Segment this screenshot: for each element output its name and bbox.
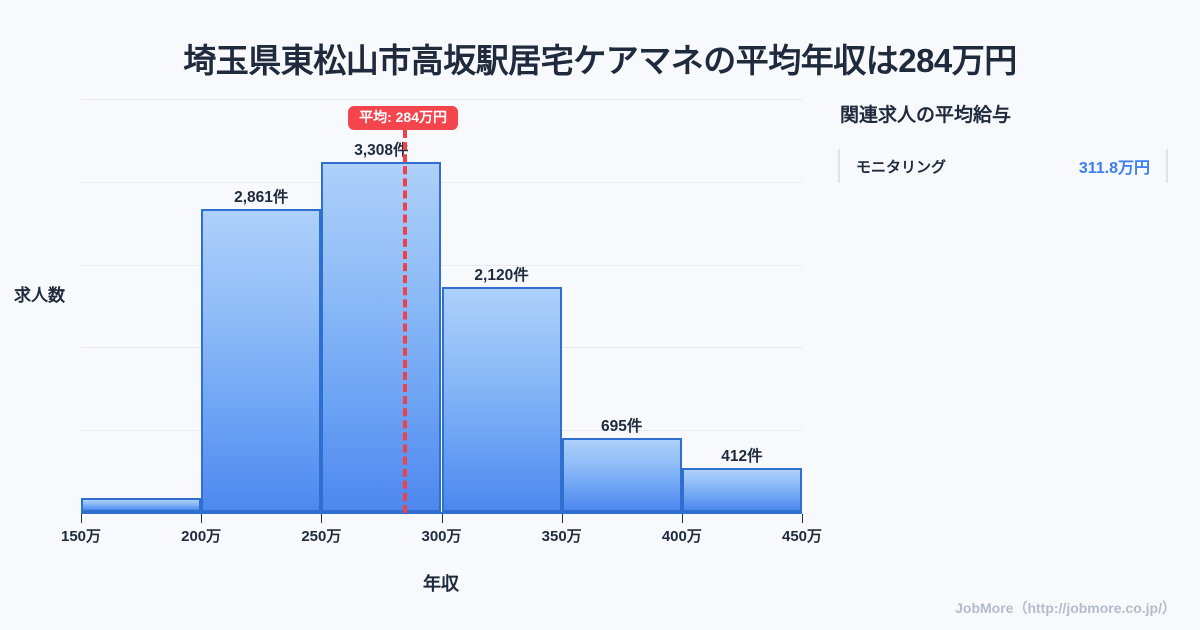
x-axis-tick: [321, 514, 323, 523]
gridline: [81, 99, 802, 100]
x-axis-tick-label: 200万: [181, 528, 222, 545]
bar-value-label: 2,861件: [234, 189, 289, 207]
bar-200万-250万: [201, 209, 322, 512]
average-line: [403, 130, 408, 513]
x-axis-tick-label: 250万: [301, 528, 342, 545]
bar-250万-300万: [321, 161, 442, 512]
x-axis-title: 年収: [423, 574, 459, 594]
related-salary-panel: 関連求人の平均給与 モニタリング 311.8万円: [838, 100, 1168, 183]
footer-credit: JobMore（http://jobmore.co.jp/）: [955, 600, 1176, 616]
axis-baseline: [81, 512, 802, 514]
bar-value-label: 3,308件: [354, 141, 409, 159]
x-axis-tick: [681, 514, 683, 523]
related-salary-value: 311.8万円: [1078, 160, 1150, 177]
y-axis-title: 求人数: [14, 286, 65, 305]
x-axis-tick-label: 300万: [421, 528, 462, 545]
x-axis-tick: [201, 514, 203, 523]
page-title: 埼玉県東松山市高坂駅居宅ケアマネの平均年収は284万円: [183, 42, 1017, 79]
x-axis-tick: [561, 514, 563, 523]
bar-value-label: 412件: [721, 448, 763, 466]
bar-150万-200万: [81, 498, 202, 512]
x-axis-tick-label: 400万: [661, 528, 702, 545]
x-axis-tick: [441, 514, 443, 523]
x-axis-tick: [802, 514, 803, 523]
related-salary-row[interactable]: モニタリング 311.8万円: [838, 149, 1168, 183]
bar-300万-350万: [441, 287, 562, 512]
x-axis-tick: [81, 514, 82, 523]
related-salary-name: モニタリング: [856, 158, 947, 176]
bar-value-label: 695件: [601, 418, 643, 436]
related-salary-panel-title: 関連求人の平均給与: [840, 105, 1012, 126]
x-axis-tick-label: 350万: [541, 528, 582, 545]
bar-400万-450万: [681, 468, 802, 512]
gridline: [81, 265, 802, 266]
average-badge: 平均: 284万円: [348, 106, 458, 131]
x-axis-tick-label: 450万: [781, 528, 823, 545]
bar-value-label: 2,120件: [474, 267, 529, 285]
gridline: [81, 182, 802, 183]
bar-350万-400万: [561, 438, 682, 512]
x-axis-tick-label: 150万: [60, 528, 102, 545]
related-salary-list: モニタリング 311.8万円: [838, 149, 1168, 183]
